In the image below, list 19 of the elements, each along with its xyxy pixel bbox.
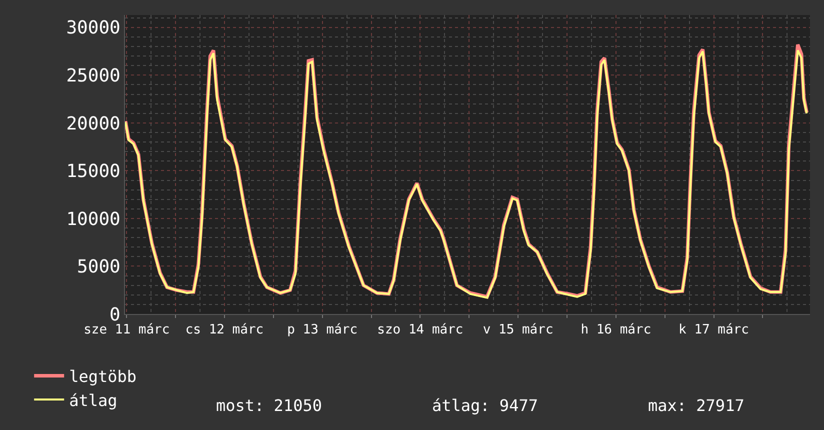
y-tick-label: 0 [110, 304, 120, 326]
y-tick-label: 20000 [66, 113, 120, 134]
y-tick-label: 5000 [77, 256, 120, 278]
text: most: 21050 [216, 396, 322, 415]
x-tick-label: k 17 márc [678, 322, 749, 338]
text: átlag: 9477 [432, 396, 538, 415]
y-tick-label: 25000 [66, 65, 120, 86]
x-tick-label: p 13 márc [287, 322, 358, 338]
y-tick-label: 15000 [66, 161, 120, 182]
x-tick-label: h 16 márc [580, 322, 652, 338]
x-tick-label: sze 11 márc [84, 322, 170, 338]
legend-label: legtöbb [69, 366, 137, 386]
x-tick-label: cs 12 márc [185, 322, 264, 338]
x-tick-label: szo 14 márc [377, 322, 464, 338]
legend-label: átlag [69, 390, 118, 410]
y-tick-label: 30000 [66, 18, 120, 39]
y-tick-label: 10000 [66, 208, 120, 230]
x-tick-label: v 15 márc [482, 322, 554, 338]
text: max: 27917 [648, 396, 744, 415]
